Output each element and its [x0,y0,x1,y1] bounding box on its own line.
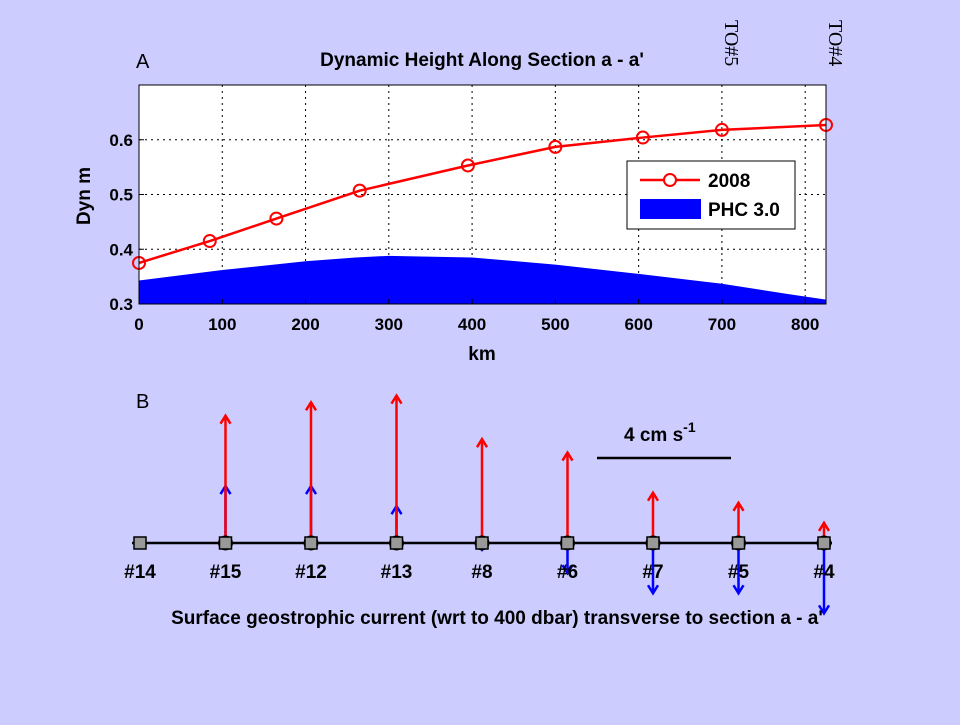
station-marker [560,536,575,550]
station-marker-label: TO#5 [720,20,742,66]
vector-2008-head [561,450,574,462]
x-tick-label: 500 [541,315,569,334]
vector-phc-head [646,584,660,596]
panel-a-label: A [136,51,150,73]
station-marker-label: TO#4 [824,20,846,66]
vector-2008-head [304,399,318,411]
vector-origin [218,535,233,551]
series-2008-line [139,123,826,265]
data-point-2008 [269,211,284,226]
phc-area [139,255,826,304]
vector-phc-head [817,604,831,616]
x-axis-label: km [468,344,495,365]
y-tick-label: 0.3 [109,295,133,314]
vector-origin [560,535,575,551]
x-axis: 0 100 200 300 400 500 600 700 800 [134,299,819,334]
panel-b-label: B [136,391,149,413]
data-point-2008 [714,122,729,137]
grid [139,85,826,304]
y-tick-label: 0.5 [109,186,133,205]
panel-b: B 4 cm s-1 #14 #15 #12 #13 #8 #6 #7 #5 #4 Surfac… [124,391,835,629]
station-marker [731,536,746,550]
panel-b-caption: Surface geostrophic current (wrt to 400 … [171,608,823,629]
vector-2008-head [732,500,745,512]
station-label: #8 [471,562,492,583]
scale-bar: 4 cm s-1 [597,419,731,460]
station-label: #7 [642,562,663,583]
legend: 2008 PHC 3.0 [626,160,796,230]
panel-a: A Dynamic Height Along Section a - a' 0 1… [74,20,846,365]
svg-text:4 cm s-1: 4 cm s-1 [624,419,696,446]
x-tick-label: 400 [458,315,486,334]
station-markers: TO#5 TO#4 [720,20,846,66]
x-tick-label: 700 [708,315,736,334]
vector-phc-head [732,584,745,596]
vector-2008-head [817,520,831,532]
station-label: #14 [124,562,156,583]
legend-phc-swatch [640,199,701,219]
legend-phc-label: PHC 3.0 [708,200,780,221]
station-marker [304,536,318,550]
data-point-2008 [202,234,217,249]
vector-2008-head [475,436,489,448]
panel-a-title: Dynamic Height Along Section a - a' [320,50,644,71]
vector-2008-head [390,393,403,405]
stations: #14 #15 #12 #13 #8 #6 #7 #5 #4 [124,536,835,583]
x-tick-label: 100 [208,315,236,334]
y-axis: 0.3 0.4 0.5 0.6 [109,131,144,314]
scale-bar-exponent: -1 [683,419,696,435]
station-marker [133,536,147,550]
x-tick-label: 800 [791,315,819,334]
vector-origin [816,535,832,551]
station-label: #6 [557,562,578,583]
y-axis-label: Dyn m [74,167,95,225]
vector-2008-head [219,413,232,425]
y-tick-label: 0.4 [109,240,133,259]
y-tick-label: 0.6 [109,131,133,150]
station-label: #4 [813,562,835,583]
station-marker [218,536,233,550]
station-label: #15 [210,562,242,583]
vector-origin [731,535,746,551]
legend-2008-marker [663,173,677,187]
legend-2008-label: 2008 [708,171,750,192]
vector-origin [474,535,490,551]
vector-origin [303,535,319,551]
vector-origin [389,535,404,551]
data-point-2008 [352,183,367,198]
x-tick-label: 300 [375,315,403,334]
vector-2008-head [646,490,660,502]
station-label: #13 [381,562,413,583]
station-label: #5 [728,562,750,583]
station-marker [389,536,404,550]
data-point-2008 [548,139,563,154]
station-marker [475,536,489,550]
x-tick-label: 0 [134,315,143,334]
data-point-2008 [635,130,650,145]
vector-origin [645,535,661,551]
data-point-2008 [460,158,475,173]
station-marker [646,536,660,550]
x-tick-label: 600 [624,315,652,334]
x-tick-label: 200 [291,315,319,334]
station-label: #12 [295,562,327,583]
station-marker [817,536,831,550]
vector-phc-head [561,564,574,576]
scale-bar-label: 4 cm s [624,425,683,446]
